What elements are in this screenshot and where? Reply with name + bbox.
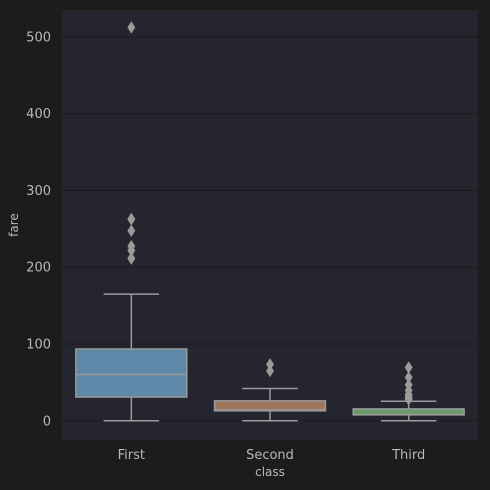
box-series xyxy=(75,21,465,422)
outlier-point xyxy=(266,364,274,378)
y-tick-label: 100 xyxy=(26,338,51,353)
y-tick-label: 400 xyxy=(26,107,51,122)
x-tick-label: Second xyxy=(246,448,294,463)
y-axis-label: fare xyxy=(7,213,21,237)
box-group-third xyxy=(352,361,465,422)
iqr-box xyxy=(213,400,327,412)
outlier-point xyxy=(127,224,136,237)
x-tick-labels: First Second Third xyxy=(118,448,426,463)
outlier-point xyxy=(127,21,136,34)
iqr-box xyxy=(75,348,188,398)
box-group-first xyxy=(75,21,188,422)
outlier-point xyxy=(404,393,413,406)
y-tick-label: 0 xyxy=(43,414,51,429)
y-tick-label: 300 xyxy=(26,184,51,199)
x-tick-label: First xyxy=(118,448,145,463)
y-tick-labels: 0 100 200 300 400 500 xyxy=(26,30,51,429)
y-tick-label: 500 xyxy=(26,30,51,45)
outlier-point xyxy=(127,213,136,226)
y-tick-label: 200 xyxy=(26,261,51,276)
box-group-second xyxy=(213,358,327,422)
x-tick-label: Third xyxy=(391,448,425,463)
x-axis-label: class xyxy=(255,465,285,479)
outlier-point xyxy=(127,252,136,265)
